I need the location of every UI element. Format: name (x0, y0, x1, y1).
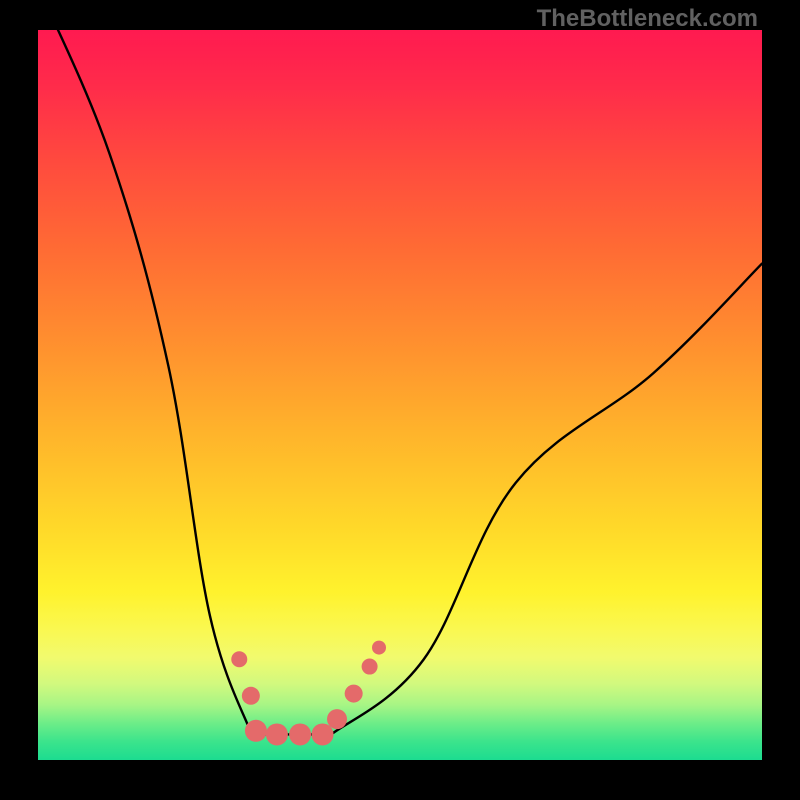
watermark-text: TheBottleneck.com (537, 5, 758, 33)
data-marker (266, 723, 288, 745)
data-marker (327, 709, 347, 729)
data-marker (242, 687, 260, 705)
chart-root: TheBottleneck.com (0, 0, 800, 800)
plot-area (38, 30, 762, 760)
data-marker (231, 651, 247, 667)
gradient-background (38, 30, 762, 760)
data-marker (362, 659, 378, 675)
data-marker (245, 720, 267, 742)
data-marker (289, 723, 311, 745)
data-marker (372, 641, 386, 655)
data-marker (345, 685, 363, 703)
data-marker (312, 723, 334, 745)
plot-svg (38, 30, 762, 760)
